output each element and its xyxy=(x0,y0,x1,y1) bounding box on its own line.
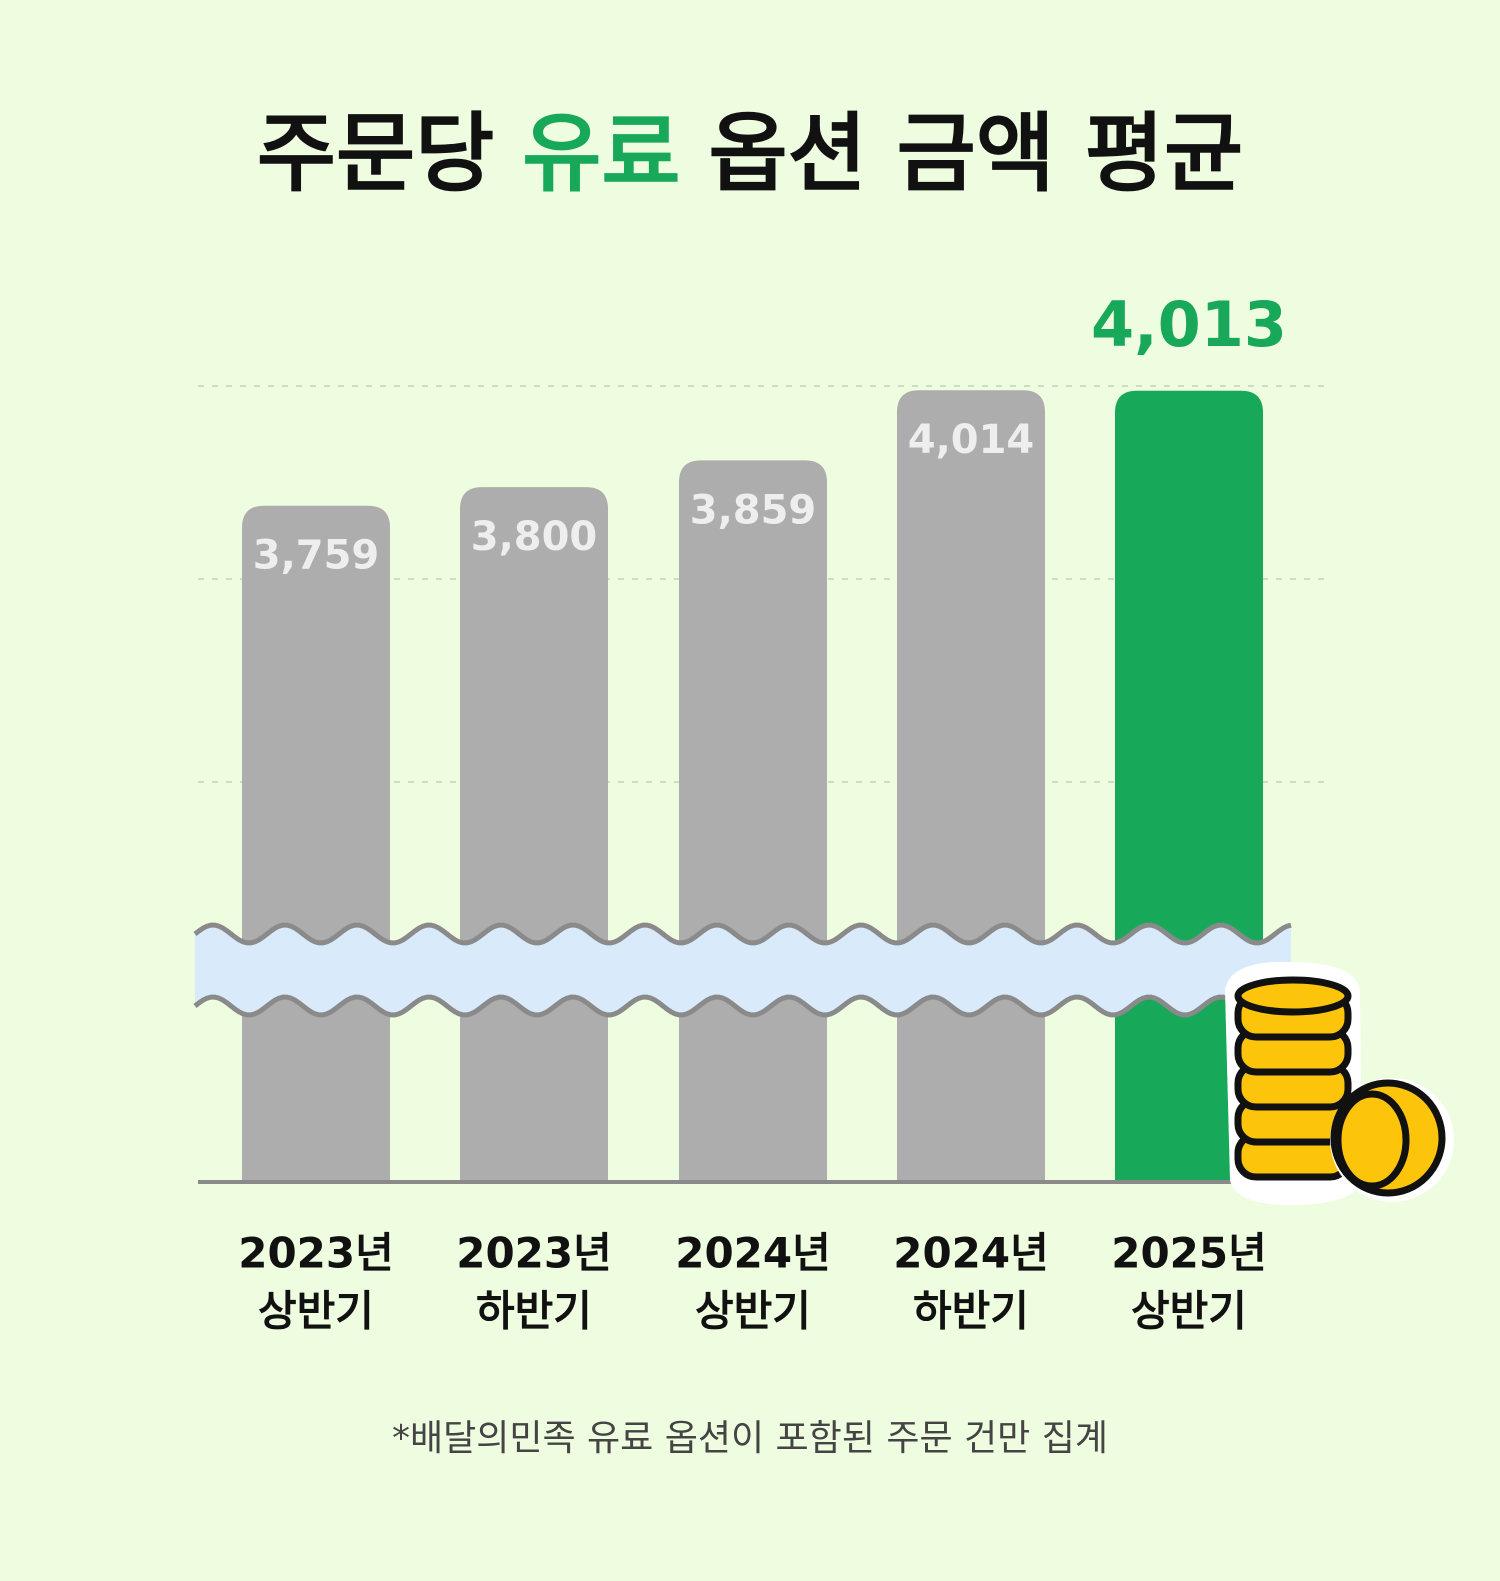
axis-break xyxy=(193,922,1292,1018)
value-label: 3,759 xyxy=(253,533,380,579)
x-tick-label: 하반기 xyxy=(476,1287,592,1336)
break-line xyxy=(193,922,1292,946)
chart-title: 주문당 유료 옵션 금액 평균 xyxy=(257,104,1243,204)
x-tick-label: 상반기 xyxy=(1131,1287,1247,1336)
value-label: 3,859 xyxy=(690,487,817,533)
value-label: 4,013 xyxy=(1091,288,1287,361)
x-tick-label: 하반기 xyxy=(913,1287,1029,1336)
x-tick-label: 2023년 xyxy=(238,1229,394,1278)
break-band xyxy=(195,925,1291,1015)
x-tick-label: 2023년 xyxy=(456,1229,612,1278)
bar xyxy=(679,460,827,1182)
x-tick-label: 2025년 xyxy=(1111,1229,1267,1278)
title-part: 옵션 금액 평균 xyxy=(709,104,1244,204)
bar xyxy=(242,505,390,1182)
footnote: *배달의민족 유료 옵션이 포함된 주문 건만 집계 xyxy=(392,1418,1108,1459)
bar xyxy=(897,390,1045,1183)
bar xyxy=(460,487,608,1182)
break-line xyxy=(193,994,1292,1018)
x-tick-label: 2024년 xyxy=(675,1229,831,1278)
title-highlight: 유료 xyxy=(522,104,680,204)
value-label: 3,800 xyxy=(471,514,598,560)
title-part: 주문당 xyxy=(257,104,494,204)
x-tick-label: 2024년 xyxy=(893,1229,1049,1278)
x-tick-label: 상반기 xyxy=(258,1287,374,1336)
coins-illustration xyxy=(1225,961,1454,1205)
x-tick-label: 상반기 xyxy=(695,1287,811,1336)
value-label: 4,014 xyxy=(908,417,1035,463)
